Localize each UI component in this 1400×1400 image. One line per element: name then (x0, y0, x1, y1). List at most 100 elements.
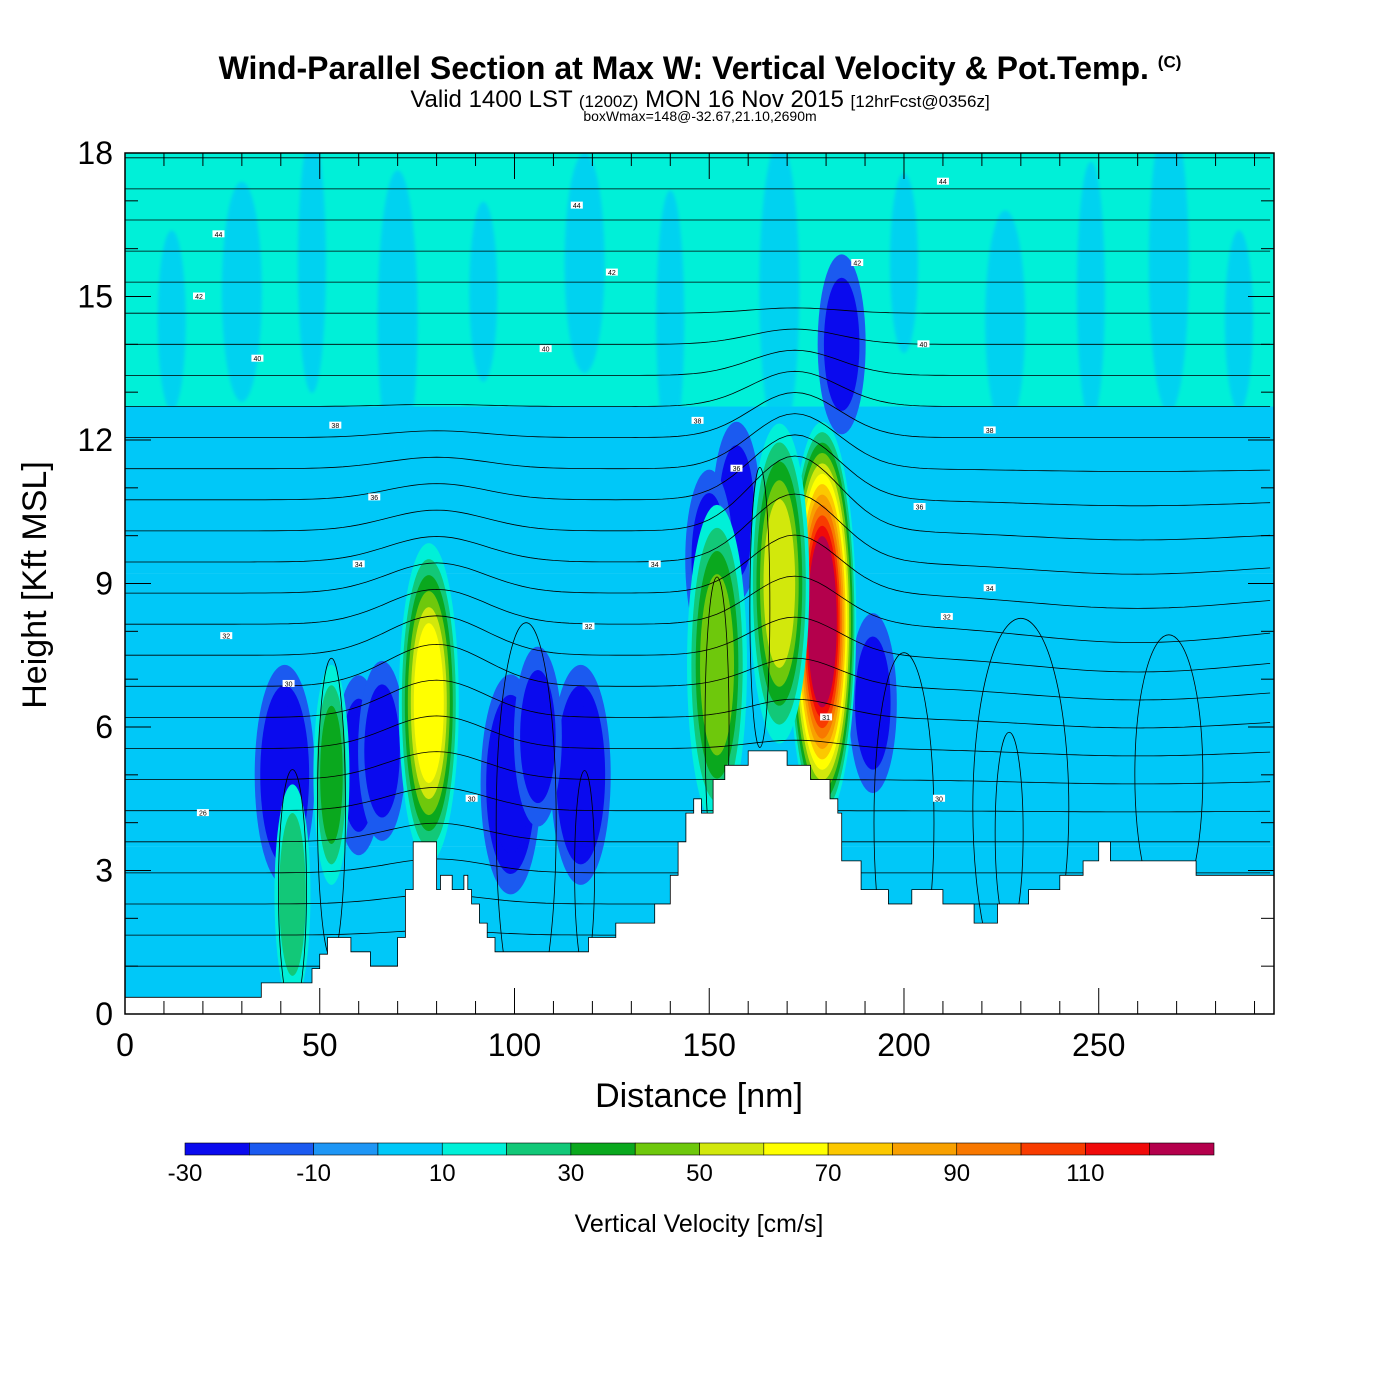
updraft-core (763, 499, 796, 668)
colorbar-label: Vertical Velocity [cm/s] (575, 1210, 824, 1238)
x-tick-label: 200 (877, 1027, 930, 1063)
theta-contour (125, 370, 1271, 407)
velocity-cells (254, 254, 897, 1005)
theta-label: 26 (199, 811, 207, 818)
colorbar-segment (506, 1142, 572, 1156)
terrain (125, 750, 1274, 1014)
y-tick-label: 6 (95, 709, 113, 745)
theta-contour-loop (495, 622, 557, 1014)
theta-label-box (913, 502, 926, 510)
theta-contour (125, 392, 1271, 438)
theta-contour (125, 413, 1271, 472)
updraft-core (320, 705, 343, 844)
theta-label: 44 (573, 203, 581, 210)
theta-contour (125, 455, 1271, 541)
theta-label-box (983, 584, 996, 592)
colorbar-segment (570, 1142, 636, 1156)
theta-contour-loop (749, 467, 771, 748)
theta-label: 32 (222, 634, 230, 641)
colorbar-segment (313, 1142, 379, 1156)
colorbar-segment (763, 1142, 829, 1156)
theta-label-box (605, 268, 618, 276)
theta-label: 44 (939, 179, 947, 186)
colorbar-segment (1149, 1142, 1215, 1156)
theta-label-box (820, 713, 833, 721)
theta-label-box (851, 259, 864, 267)
theta-label-box (983, 426, 996, 434)
theta-label: 42 (608, 270, 616, 277)
theta-label-box (329, 421, 342, 429)
colorbar-segment (634, 1142, 700, 1156)
theta-label: 34 (986, 586, 994, 593)
theta-label-box (352, 560, 365, 568)
theta-label-box (251, 354, 264, 362)
colorbar-tick-label: 70 (815, 1160, 842, 1187)
colorbar-segment (956, 1142, 1022, 1156)
velocity-strand (469, 201, 498, 382)
colorbar-tick-label: 110 (1066, 1160, 1104, 1187)
colorbar-tick-label: -30 (168, 1160, 203, 1187)
theta-label: 34 (651, 562, 659, 569)
theta-contour (125, 615, 1271, 673)
theta-label-box (220, 632, 233, 640)
y-tick-label: 18 (77, 135, 113, 171)
theta-contour (125, 643, 1271, 701)
valid-time: Valid 1400 LST (410, 86, 573, 113)
colorbar-tick-label: 90 (943, 1160, 970, 1187)
velocity-strand (1076, 161, 1105, 422)
y-tick-label: 15 (77, 279, 113, 315)
colorbar-segment (699, 1142, 765, 1156)
box-wmax-note: boxWmax=148@-32.67,21.10,2690m (583, 108, 817, 124)
velocity-strand (221, 181, 262, 402)
theta-label: 34 (355, 562, 363, 569)
y-tick-label: 9 (95, 566, 113, 602)
colorbar-tick-label: -10 (296, 1160, 331, 1187)
theta-label: 40 (542, 347, 550, 354)
x-axis-label: Distance [nm] (595, 1077, 803, 1115)
x-tick-label: 100 (488, 1027, 541, 1063)
theta-label-box (648, 560, 661, 568)
theta-label-box (582, 622, 595, 630)
x-tick-label: 250 (1072, 1027, 1125, 1063)
theta-contour (125, 575, 1271, 644)
colorbar-tick-label: 30 (558, 1160, 585, 1187)
theta-label-box (691, 416, 704, 424)
theta-label-box (917, 340, 930, 348)
theta-label-box (730, 464, 743, 472)
theta-contour (125, 534, 1271, 609)
theta-label: 38 (694, 418, 702, 425)
updraft-core (413, 623, 444, 784)
forecast-info: [12hrFcst@0356z] (850, 92, 990, 111)
theta-label: 30 (935, 796, 943, 803)
colorbar-segment (441, 1142, 507, 1156)
theta-contour-labels: 44 44 44 42 42 42 40 40 40 38 38 38 36 36 36 34 34 34 32 32… (193, 177, 996, 818)
colorbar-tick-label: 10 (429, 1160, 456, 1187)
theta-label: 36 (370, 495, 378, 502)
theta-label: 40 (254, 356, 262, 363)
velocity-strand (377, 170, 418, 471)
valid-utc: (1200Z) (578, 92, 639, 111)
colorbar-segment (249, 1142, 314, 1156)
updraft-core (807, 536, 837, 708)
theta-label: 36 (733, 466, 741, 473)
theta-label: 30 (285, 681, 293, 688)
velocity-strand (564, 153, 605, 374)
theta-label: 32 (943, 614, 951, 621)
velocity-strand (297, 153, 326, 393)
theta-label-box (570, 201, 583, 209)
theta-contour (125, 751, 1271, 785)
chart-subtitle: Valid 1400 LST (1200Z) MON 16 Nov 2015 [… (0, 86, 1400, 114)
valid-date: MON 16 Nov 2015 (645, 86, 844, 113)
y-tick-label: 12 (77, 422, 113, 458)
theta-label: 42 (853, 261, 861, 268)
colorbar-tick-label: 50 (686, 1160, 713, 1187)
theta-label-box (193, 292, 206, 300)
colorbar-segment (1085, 1142, 1150, 1156)
copyright-mark: (C) (1157, 52, 1182, 72)
theta-label-box (212, 230, 225, 238)
y-axis-label: Height [Kft MSL] (16, 461, 54, 709)
theta-contour (125, 349, 1271, 376)
chart-title-text: Wind-Parallel Section at Max W: Vertical… (218, 50, 1149, 86)
y-tick-label: 3 (95, 853, 113, 889)
